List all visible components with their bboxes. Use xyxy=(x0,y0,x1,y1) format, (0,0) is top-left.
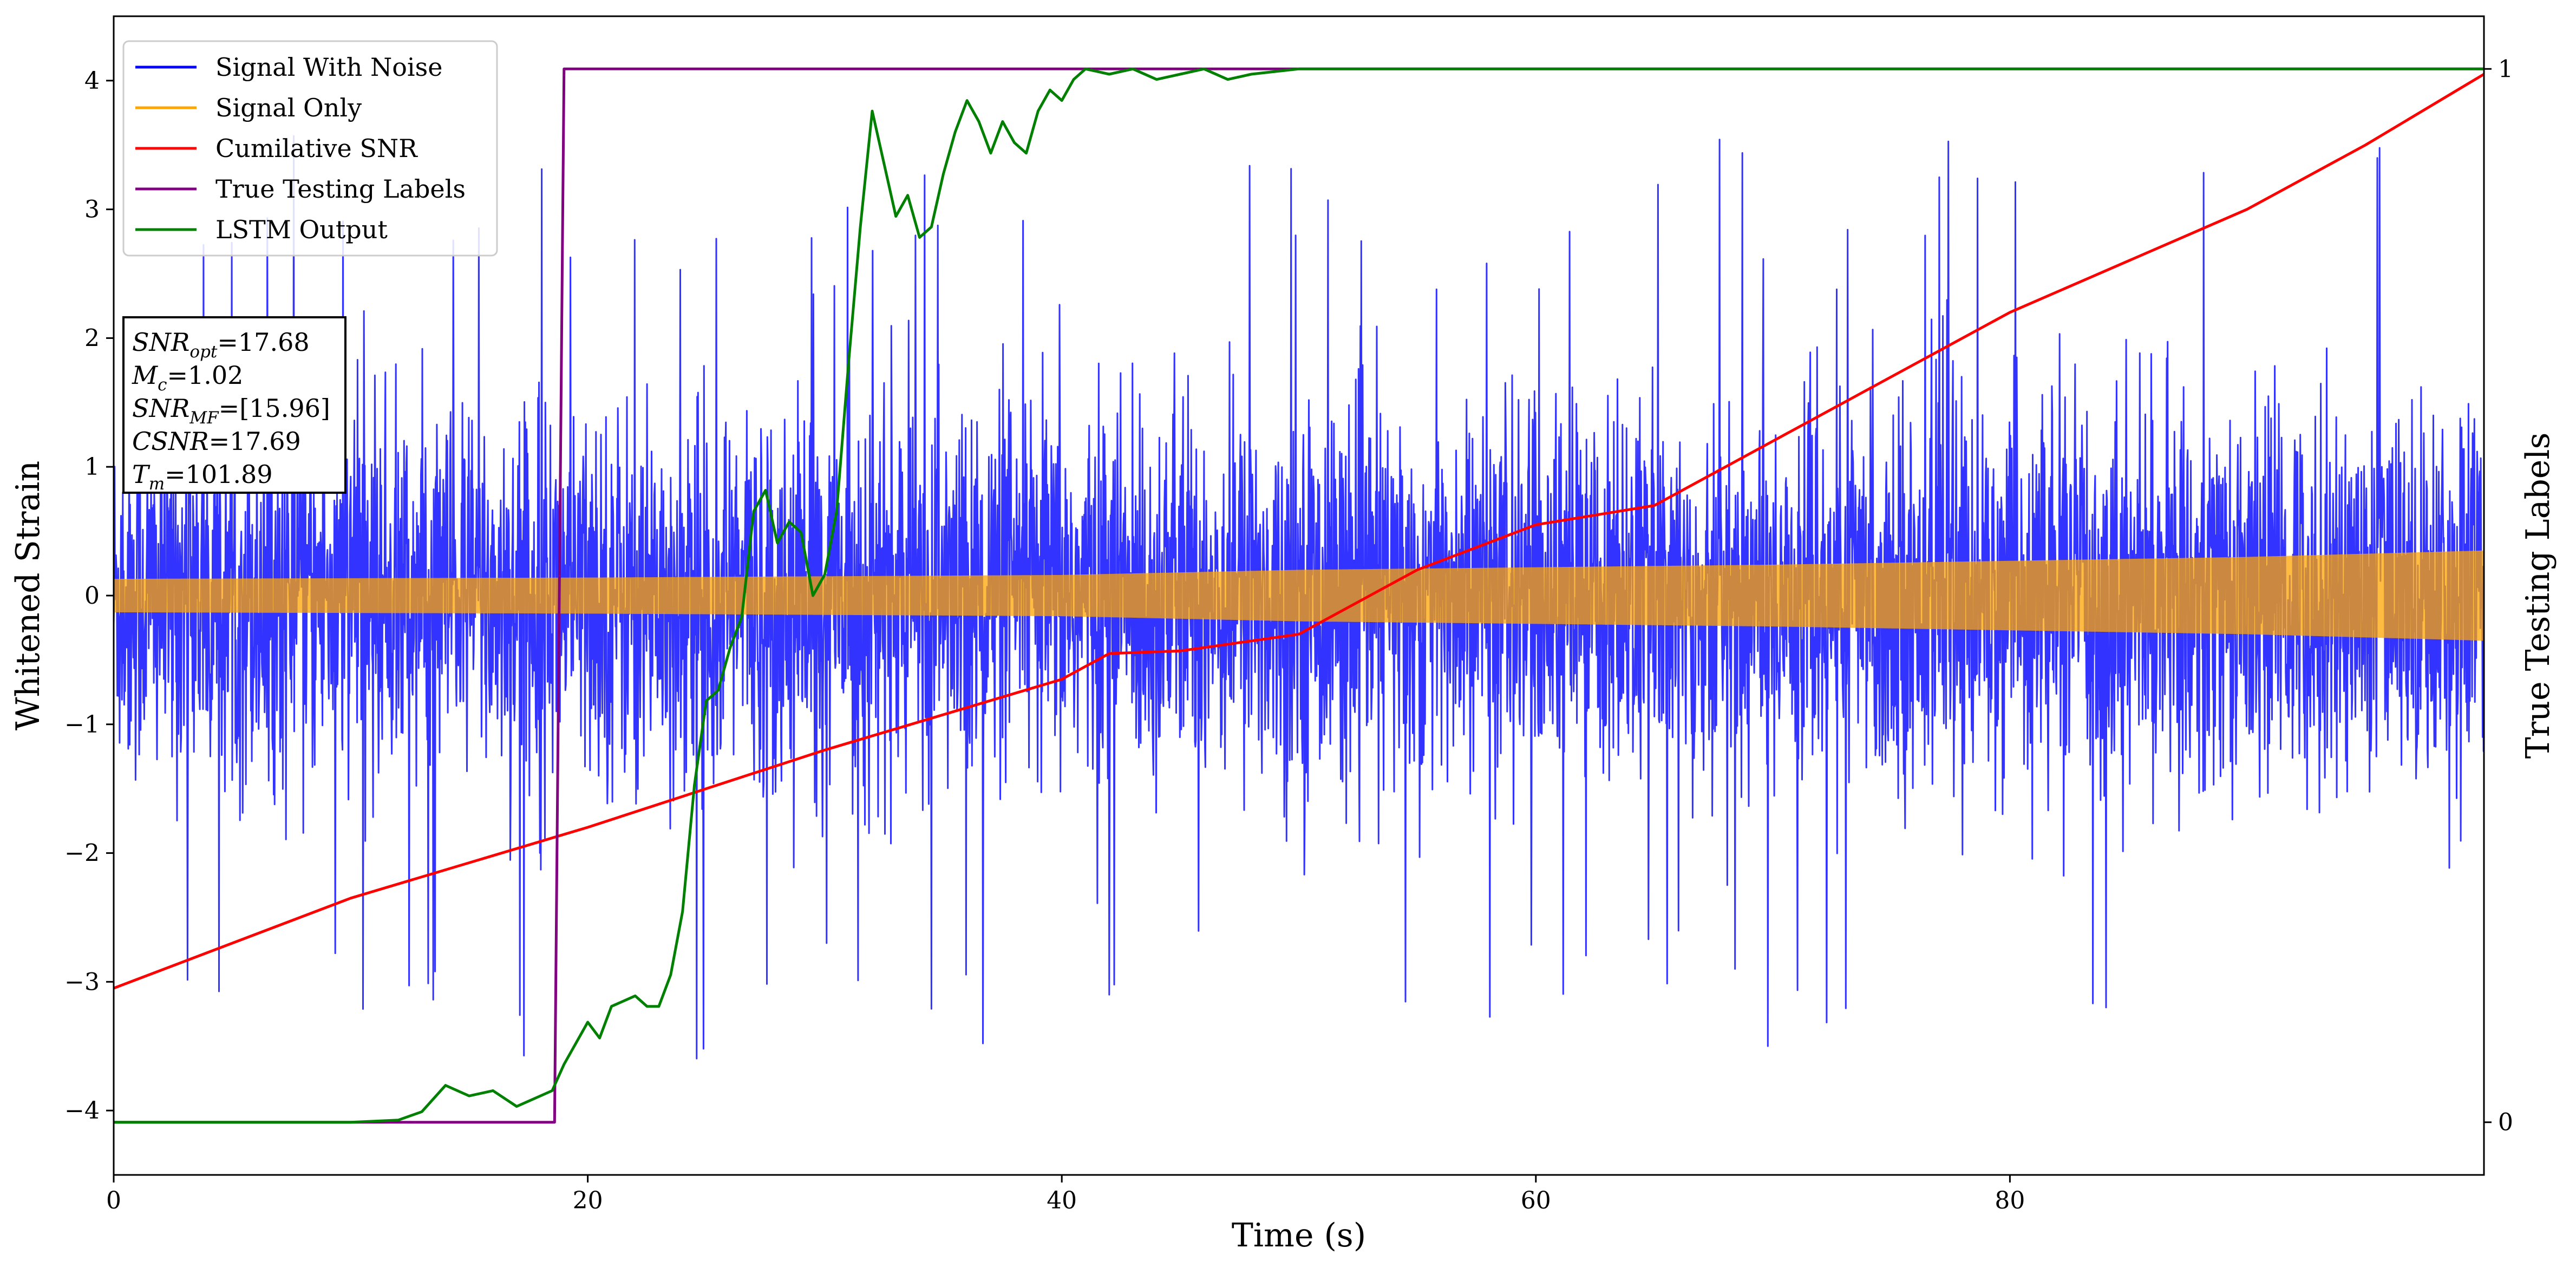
y-tick-label: 4 xyxy=(84,67,100,95)
legend-label: LSTM Output xyxy=(215,215,388,244)
legend-label: Signal With Noise xyxy=(215,53,442,82)
y2-axis-title: True Testing Labels xyxy=(2519,433,2557,759)
annotation-line: CSNR=17.69 xyxy=(132,427,301,456)
y2-tick-label: 0 xyxy=(2498,1109,2513,1136)
x-tick-label: 40 xyxy=(1047,1187,1077,1214)
series-signal-only xyxy=(114,550,2484,641)
x-tick-label: 80 xyxy=(1995,1187,2025,1214)
y-axis-title: Whitened Strain xyxy=(9,461,47,730)
series-signal-with-noise xyxy=(114,135,2484,1060)
annotation-line: Tm=101.89 xyxy=(132,460,273,494)
y-tick-label: −1 xyxy=(64,711,100,739)
annotation-line: SNRMF=[15.96] xyxy=(132,394,330,428)
y-tick-label: −3 xyxy=(64,968,100,996)
legend-frame xyxy=(122,40,498,257)
x-tick-label: 0 xyxy=(106,1187,121,1214)
legend-label: Cumilative SNR xyxy=(215,134,418,163)
x-tick-label: 60 xyxy=(1521,1187,1551,1214)
y-tick-label: 0 xyxy=(84,582,100,610)
series-cumilative-snr xyxy=(114,73,2484,990)
y2-tick-label: 1 xyxy=(2498,55,2513,83)
annotation-line: Mc=1.02 xyxy=(132,361,243,395)
plot-area xyxy=(114,67,2484,1124)
y-tick-label: −4 xyxy=(64,1097,100,1125)
annotation-line: SNRopt=17.68 xyxy=(132,328,310,362)
legend-label: Signal Only xyxy=(215,93,362,122)
y-tick-label: 3 xyxy=(84,196,100,224)
x-tick-label: 20 xyxy=(573,1187,603,1214)
y-tick-label: 1 xyxy=(84,453,100,481)
x-axis-title: Time (s) xyxy=(1232,1217,1366,1255)
legend: Signal With Noise Signal Only Cumilative S… xyxy=(122,40,498,257)
y-tick-label: 2 xyxy=(84,324,100,352)
annotation-frame xyxy=(122,316,346,494)
y-tick-label: −2 xyxy=(64,840,100,867)
series-lstm-output xyxy=(114,67,2484,1124)
legend-label: True Testing Labels xyxy=(215,174,466,204)
annotation-box: SNRopt=17.68Mc=1.02SNRMF=[15.96]CSNR=17.… xyxy=(122,316,346,494)
